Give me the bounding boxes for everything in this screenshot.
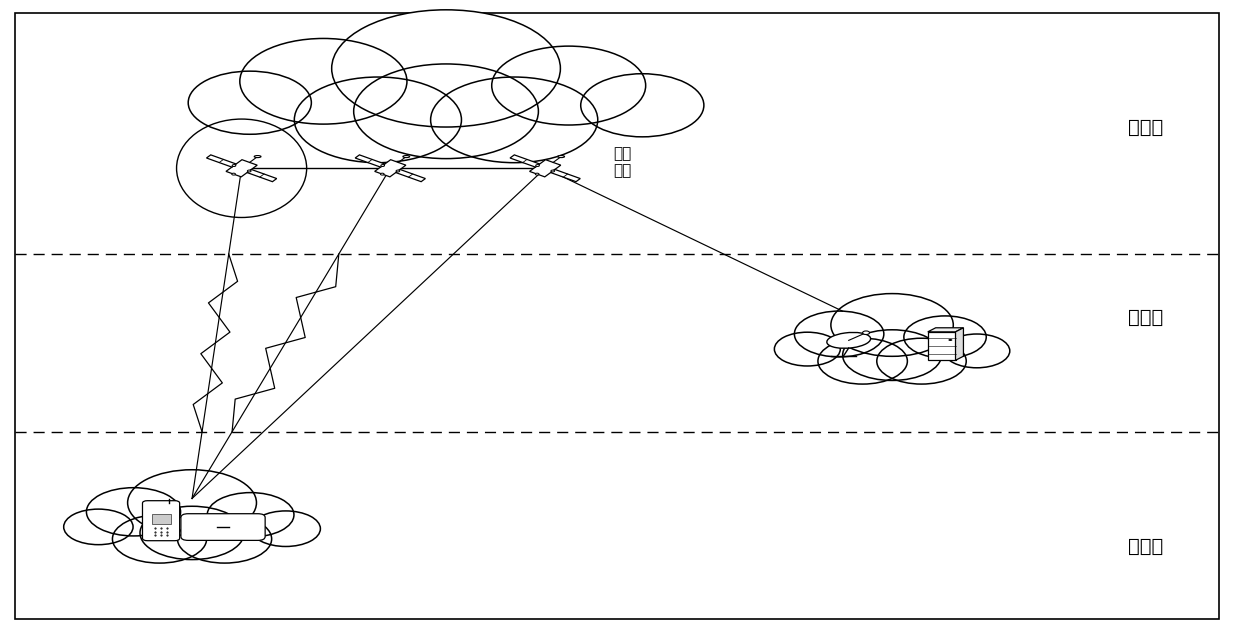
Polygon shape — [529, 159, 561, 177]
FancyBboxPatch shape — [181, 514, 265, 540]
Ellipse shape — [558, 156, 565, 157]
Polygon shape — [207, 155, 237, 167]
Ellipse shape — [774, 332, 840, 366]
Ellipse shape — [140, 506, 244, 559]
Text: 低轨
卫星: 低轨 卫星 — [613, 145, 632, 178]
Circle shape — [232, 164, 235, 166]
Circle shape — [232, 173, 235, 175]
FancyBboxPatch shape — [142, 500, 180, 541]
Text: 空间段: 空间段 — [1129, 117, 1163, 137]
Ellipse shape — [188, 71, 311, 134]
Circle shape — [248, 170, 252, 172]
Ellipse shape — [128, 470, 256, 536]
Ellipse shape — [240, 39, 406, 124]
Polygon shape — [550, 170, 580, 182]
Bar — [151, 514, 171, 525]
Ellipse shape — [353, 64, 539, 159]
Ellipse shape — [207, 493, 294, 537]
Ellipse shape — [254, 156, 261, 157]
Circle shape — [551, 170, 555, 172]
Circle shape — [396, 170, 400, 172]
Ellipse shape — [431, 77, 597, 163]
Ellipse shape — [944, 334, 1010, 368]
Circle shape — [535, 164, 539, 166]
Circle shape — [535, 173, 539, 175]
Polygon shape — [374, 159, 406, 177]
Polygon shape — [395, 170, 425, 182]
Ellipse shape — [826, 333, 871, 348]
Ellipse shape — [877, 338, 966, 384]
Ellipse shape — [831, 293, 953, 356]
Bar — [928, 332, 955, 360]
Ellipse shape — [581, 74, 704, 137]
Ellipse shape — [295, 77, 461, 163]
Ellipse shape — [794, 311, 883, 357]
Ellipse shape — [903, 316, 986, 358]
Polygon shape — [955, 328, 964, 360]
Polygon shape — [247, 170, 276, 182]
Ellipse shape — [843, 330, 942, 380]
Ellipse shape — [87, 488, 181, 536]
Text: 地面段: 地面段 — [1129, 308, 1163, 327]
Circle shape — [380, 164, 384, 166]
Ellipse shape — [113, 515, 207, 563]
Ellipse shape — [177, 515, 271, 563]
Ellipse shape — [63, 509, 133, 545]
Ellipse shape — [332, 10, 560, 127]
Polygon shape — [356, 155, 385, 167]
Ellipse shape — [403, 156, 410, 157]
Circle shape — [380, 173, 384, 175]
Ellipse shape — [492, 46, 646, 125]
Ellipse shape — [252, 511, 321, 547]
Text: 用户段: 用户段 — [1129, 537, 1163, 556]
Circle shape — [862, 331, 870, 335]
Ellipse shape — [818, 338, 907, 384]
Polygon shape — [225, 159, 258, 177]
Circle shape — [948, 339, 953, 341]
Polygon shape — [928, 328, 964, 332]
Polygon shape — [510, 155, 540, 167]
